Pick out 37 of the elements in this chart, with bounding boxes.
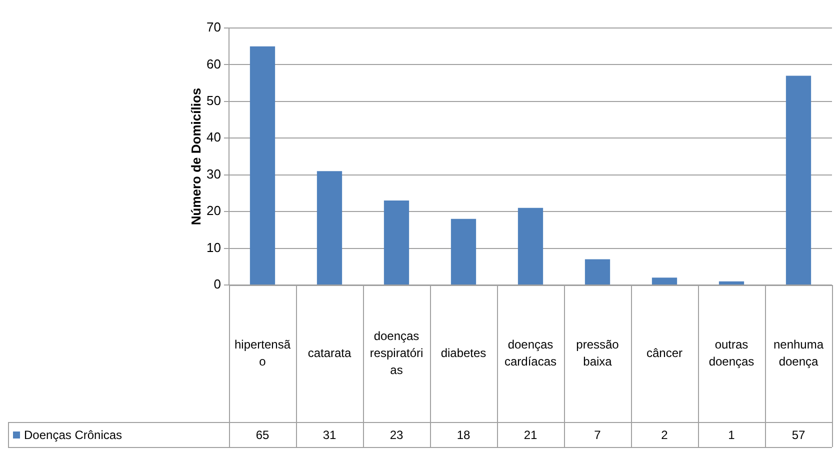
bar bbox=[250, 46, 276, 284]
data-label: 31 bbox=[322, 428, 336, 442]
y-tick-label: 20 bbox=[206, 203, 221, 218]
y-tick-label: 40 bbox=[206, 130, 221, 145]
bar bbox=[316, 171, 342, 284]
x-tick-label: hipertensão bbox=[234, 337, 291, 368]
x-tick-label: pressão baixa bbox=[576, 337, 620, 368]
y-tick-label: 30 bbox=[206, 166, 221, 182]
legend-label: Doenças Crônicas bbox=[24, 428, 122, 442]
x-tick-label: nenhuma doença bbox=[773, 337, 824, 368]
data-label: 2 bbox=[661, 428, 668, 442]
bar bbox=[518, 208, 544, 284]
bar bbox=[584, 259, 610, 284]
y-tick-label: 0 bbox=[214, 276, 221, 292]
bar bbox=[384, 200, 410, 284]
data-label: 18 bbox=[456, 428, 470, 442]
y-tick-label: 10 bbox=[206, 240, 221, 255]
y-tick-label: 60 bbox=[206, 56, 221, 72]
y-tick-label: 70 bbox=[206, 20, 221, 35]
data-label: 65 bbox=[256, 428, 270, 442]
data-label: 57 bbox=[792, 428, 806, 442]
x-tick-label: doenças cardíacas bbox=[504, 337, 557, 368]
data-label: 1 bbox=[728, 428, 736, 442]
x-tick-label: doenças respiratórias bbox=[370, 328, 424, 377]
data-label: 7 bbox=[594, 428, 602, 442]
bar bbox=[450, 218, 476, 284]
bar bbox=[786, 76, 812, 284]
data-label: 21 bbox=[524, 428, 538, 442]
x-tick-label: diabetes bbox=[440, 346, 486, 360]
x-tick-label: outras doenças bbox=[708, 337, 754, 368]
bar bbox=[652, 278, 678, 284]
y-axis-title: Número de Domicílios bbox=[188, 88, 204, 226]
x-tick-label: câncer bbox=[646, 346, 683, 360]
x-tick-label: catarata bbox=[308, 346, 352, 360]
y-tick-label: 50 bbox=[206, 93, 221, 108]
data-label: 23 bbox=[390, 428, 404, 442]
bar bbox=[718, 281, 744, 284]
